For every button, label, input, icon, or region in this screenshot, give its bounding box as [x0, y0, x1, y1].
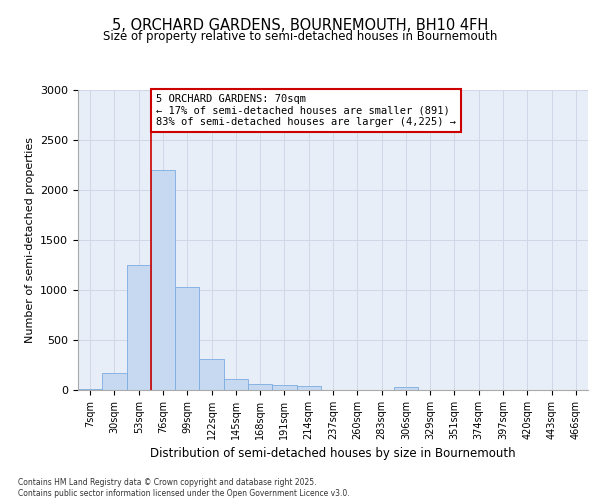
Bar [224, 379, 248, 390]
X-axis label: Distribution of semi-detached houses by size in Bournemouth: Distribution of semi-detached houses by … [150, 448, 516, 460]
Bar [272, 384, 296, 390]
Text: 5, ORCHARD GARDENS, BOURNEMOUTH, BH10 4FH: 5, ORCHARD GARDENS, BOURNEMOUTH, BH10 4F… [112, 18, 488, 32]
Bar [127, 265, 151, 390]
Bar [296, 386, 321, 390]
Bar [394, 387, 418, 390]
Bar [175, 287, 199, 390]
Text: 5 ORCHARD GARDENS: 70sqm
← 17% of semi-detached houses are smaller (891)
83% of : 5 ORCHARD GARDENS: 70sqm ← 17% of semi-d… [156, 94, 456, 127]
Text: Size of property relative to semi-detached houses in Bournemouth: Size of property relative to semi-detach… [103, 30, 497, 43]
Text: Contains HM Land Registry data © Crown copyright and database right 2025.
Contai: Contains HM Land Registry data © Crown c… [18, 478, 350, 498]
Bar [151, 170, 175, 390]
Bar [199, 359, 224, 390]
Y-axis label: Number of semi-detached properties: Number of semi-detached properties [25, 137, 35, 343]
Bar [248, 384, 272, 390]
Bar [78, 388, 102, 390]
Bar [102, 373, 127, 390]
